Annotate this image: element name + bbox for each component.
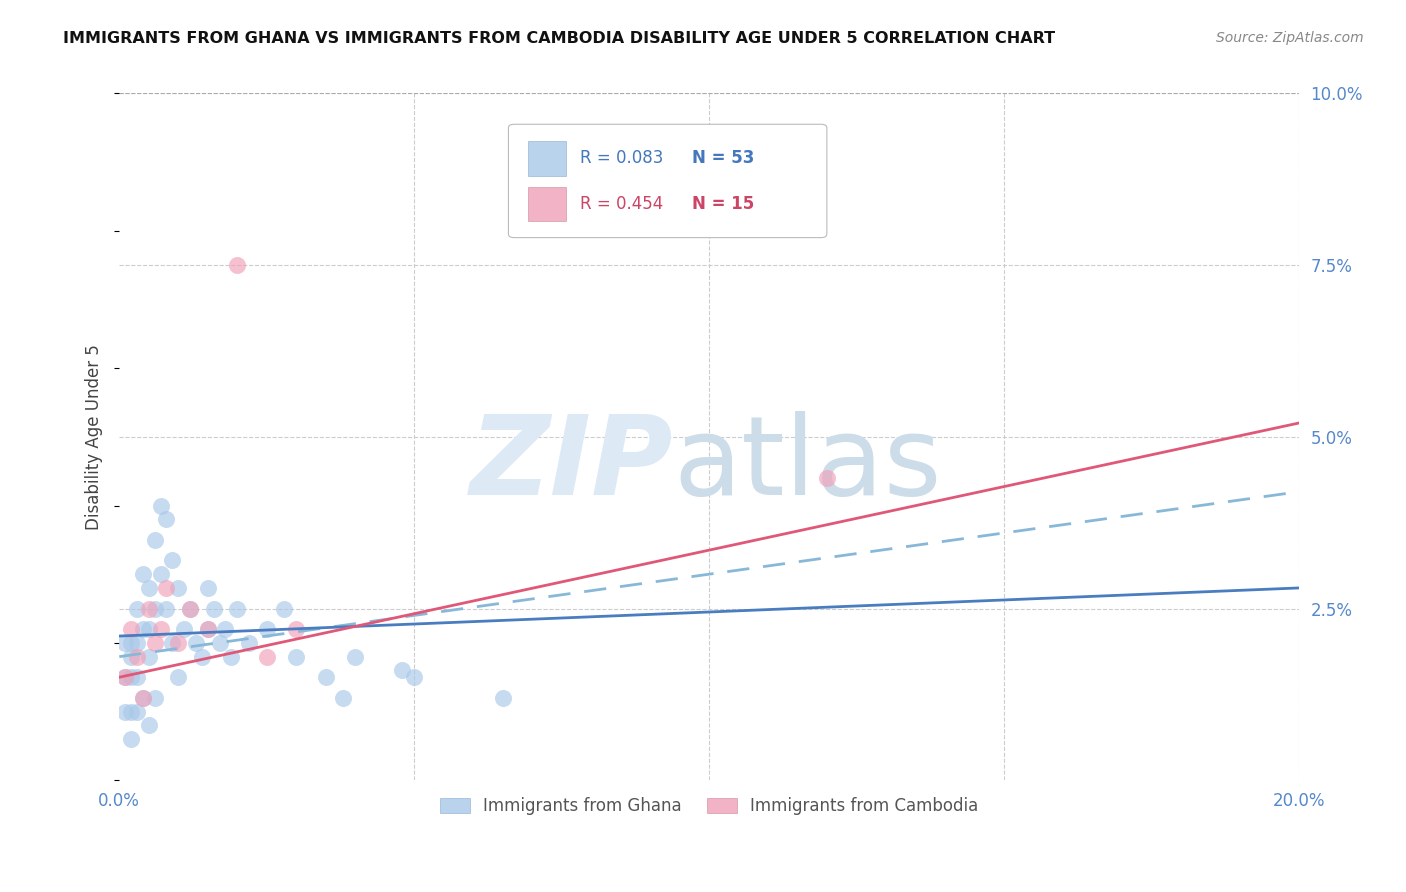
Point (197, 622, 219, 636)
Point (138, 581, 160, 595)
Point (143, 601, 166, 615)
Point (179, 601, 201, 615)
Point (550, 155, 572, 169)
Text: R = 0.083: R = 0.083 (581, 150, 664, 168)
Point (125, 670, 148, 684)
Point (125, 705, 148, 719)
Point (125, 601, 148, 615)
Point (155, 581, 177, 595)
Point (114, 705, 136, 719)
Point (226, 601, 249, 615)
Bar (529, 187, 567, 221)
Point (191, 649, 214, 664)
Text: atlas: atlas (673, 411, 942, 518)
Point (256, 649, 278, 664)
Bar (529, 141, 567, 176)
Point (221, 649, 243, 664)
Point (184, 636, 207, 650)
Point (132, 622, 155, 636)
Point (162, 636, 184, 650)
Point (120, 705, 142, 719)
Point (167, 581, 190, 595)
Point (197, 622, 219, 636)
Point (120, 636, 142, 650)
Point (155, 512, 177, 526)
Point (404, 670, 426, 684)
Point (179, 601, 201, 615)
Point (197, 581, 219, 595)
Point (256, 622, 278, 636)
Point (138, 718, 160, 732)
Point (226, 258, 249, 272)
FancyBboxPatch shape (509, 124, 827, 237)
Point (143, 690, 166, 705)
Point (285, 622, 308, 636)
Point (344, 649, 367, 664)
Point (491, 690, 513, 705)
Point (143, 533, 166, 547)
Text: Source: ZipAtlas.com: Source: ZipAtlas.com (1216, 31, 1364, 45)
Point (167, 670, 190, 684)
Point (138, 622, 160, 636)
Point (114, 670, 136, 684)
Point (332, 690, 354, 705)
Point (238, 636, 260, 650)
Point (149, 622, 172, 636)
Point (132, 567, 155, 582)
Point (173, 622, 195, 636)
Point (155, 601, 177, 615)
Point (815, 471, 838, 485)
Text: N = 53: N = 53 (692, 150, 755, 168)
Point (285, 649, 308, 664)
Point (638, 189, 661, 203)
Point (167, 636, 190, 650)
Text: ZIP: ZIP (470, 411, 673, 518)
Point (214, 622, 236, 636)
Text: N = 15: N = 15 (692, 195, 755, 213)
Point (125, 636, 148, 650)
Point (391, 664, 413, 678)
Text: R = 0.454: R = 0.454 (581, 195, 664, 213)
Point (143, 636, 166, 650)
Point (149, 499, 172, 513)
Y-axis label: Disability Age Under 5: Disability Age Under 5 (86, 344, 103, 530)
Point (315, 670, 337, 684)
Text: IMMIGRANTS FROM GHANA VS IMMIGRANTS FROM CAMBODIA DISABILITY AGE UNDER 5 CORRELA: IMMIGRANTS FROM GHANA VS IMMIGRANTS FROM… (63, 31, 1056, 46)
Point (125, 649, 148, 664)
Point (114, 670, 136, 684)
Point (273, 601, 295, 615)
Point (132, 690, 155, 705)
Point (149, 567, 172, 582)
Point (162, 553, 184, 567)
Point (138, 601, 160, 615)
Point (120, 649, 142, 664)
Point (132, 690, 155, 705)
Point (138, 649, 160, 664)
Legend: Immigrants from Ghana, Immigrants from Cambodia: Immigrants from Ghana, Immigrants from C… (432, 789, 987, 823)
Point (114, 636, 136, 650)
Point (120, 622, 142, 636)
Point (208, 636, 231, 650)
Point (202, 601, 225, 615)
Point (120, 670, 142, 684)
Point (120, 732, 142, 747)
